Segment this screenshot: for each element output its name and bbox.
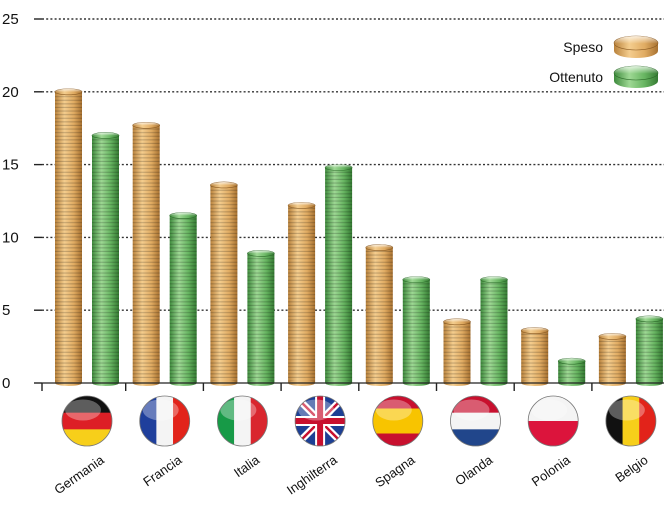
bar-ottenuto — [92, 132, 119, 386]
legend-item: Speso — [563, 36, 658, 58]
x-tick-label: Polonia — [529, 452, 574, 490]
x-tick-label: Spagna — [372, 452, 418, 490]
x-tick-label: Francia — [140, 452, 185, 490]
bar-ottenuto — [481, 277, 508, 386]
bar-speso — [210, 182, 237, 386]
y-tick-label: 0 — [2, 375, 10, 392]
flag-uk-icon — [295, 396, 345, 446]
x-tick-label: Italia — [231, 452, 263, 480]
flag-poland-icon — [528, 396, 578, 447]
y-tick-label: 10 — [2, 229, 19, 246]
bar-speso — [444, 319, 471, 386]
x-tick-label: Germania — [51, 452, 107, 497]
legend-coin-icon — [614, 66, 658, 88]
flag-netherlands-icon — [451, 396, 501, 447]
x-tick-label: Inghilterra — [284, 452, 341, 498]
x-tick-label: Olanda — [452, 452, 496, 489]
legend-item: Ottenuto — [549, 66, 658, 88]
bar-ottenuto — [403, 277, 430, 386]
legend-label: Ottenuto — [549, 69, 603, 85]
flag-italy-icon — [217, 396, 268, 446]
bar-speso — [55, 89, 82, 386]
legend-label: Speso — [563, 39, 603, 55]
bar-speso — [288, 202, 315, 386]
bar-ottenuto — [247, 250, 274, 386]
y-tick-label: 15 — [2, 157, 19, 174]
y-tick-label: 5 — [2, 302, 10, 319]
bar-ottenuto — [325, 165, 352, 386]
bar-speso — [599, 333, 626, 386]
y-tick-label: 20 — [2, 84, 19, 101]
bar-ottenuto — [170, 213, 197, 386]
bar-speso — [133, 122, 160, 386]
flag-france-icon — [140, 396, 191, 446]
flag-belgium-icon — [606, 396, 657, 446]
x-tick-label: Belgio — [612, 452, 650, 485]
flag-germany-icon — [62, 396, 112, 447]
y-tick-label: 25 — [2, 11, 19, 28]
bar-ottenuto — [558, 358, 585, 386]
bar-ottenuto — [636, 316, 663, 386]
legend-coin-icon — [614, 36, 658, 58]
bar-speso — [521, 328, 548, 386]
flag-spain-icon — [373, 396, 423, 447]
bar-speso — [366, 245, 393, 386]
